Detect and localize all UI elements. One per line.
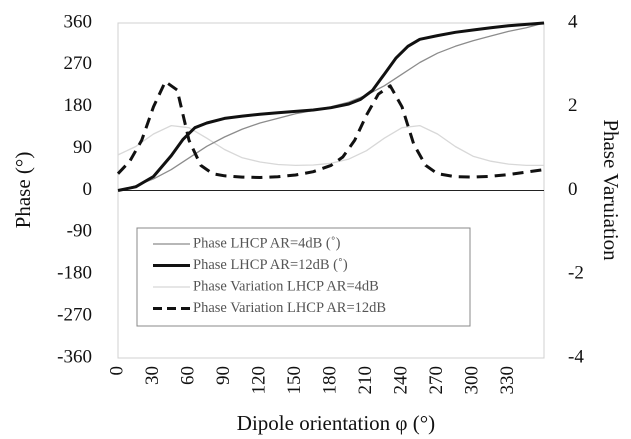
series-line-2	[117, 124, 544, 167]
y2-tick-labels: 4 2 0 -2 -4	[568, 11, 584, 367]
y-tick-label-8: -360	[57, 346, 92, 367]
x-tick-label-8: 240	[390, 366, 411, 395]
x-tick-label-3: 90	[213, 366, 234, 385]
y-tick-label-0: 360	[64, 11, 93, 32]
y2-tick-label-2: 0	[568, 179, 578, 200]
series-line-3	[116, 80, 545, 179]
y-tick-label-2: 180	[64, 95, 93, 116]
x-tick-label-9: 270	[426, 366, 447, 395]
x-tick-label-11: 330	[497, 366, 518, 395]
x-tick-label-10: 300	[461, 366, 482, 395]
legend-label-1: Phase LHCP AR=12dB (˚)	[193, 257, 348, 273]
y2-tick-label-3: -2	[568, 263, 584, 284]
legend-label-3: Phase Variation LHCP AR=12dB	[193, 300, 386, 316]
x-tick-label-7: 210	[355, 366, 376, 395]
y-tick-label-1: 270	[64, 53, 93, 74]
legend-box	[136, 227, 471, 327]
x-tick-label-2: 60	[177, 366, 198, 385]
x-tick-label-6: 180	[319, 366, 340, 395]
y-axis-title: Phase (°)	[11, 152, 35, 229]
y-tick-label-6: -180	[57, 263, 92, 284]
y-tick-labels: 360 270 180 90 0 -90 -180 -270 -360	[57, 11, 92, 367]
y2-tick-label-0: 4	[568, 11, 578, 32]
y-tick-label-3: 90	[73, 137, 92, 158]
y2-axis-title: Phase Varuiation	[599, 119, 623, 261]
y2-tick-label-4: -4	[568, 346, 584, 367]
y-tick-label-5: -90	[67, 221, 92, 242]
x-tick-label-5: 150	[284, 366, 305, 395]
y-tick-label-7: -270	[57, 304, 92, 325]
x-axis-title: Dipole orientation φ (°)	[237, 411, 435, 435]
y-tick-label-4: 0	[83, 179, 93, 200]
legend-items: Phase LHCP AR=4dB (˚) Phase LHCP AR=12dB …	[153, 235, 386, 316]
x-tick-labels: 0 30 60 90 120 150 180 210 240 270 300 330	[106, 366, 518, 395]
x-tick-label-1: 30	[142, 366, 163, 385]
legend-label-2: Phase Variation LHCP AR=4dB	[193, 278, 379, 294]
x-tick-label-0: 0	[106, 366, 127, 376]
series-layer	[116, 21, 545, 192]
series-line-1	[117, 21, 545, 192]
legend-label-0: Phase LHCP AR=4dB (˚)	[193, 235, 341, 251]
legend: Phase LHCP AR=4dB (˚) Phase LHCP AR=12dB …	[136, 227, 471, 327]
x-tick-label-4: 120	[248, 366, 269, 395]
y2-tick-label-1: 2	[568, 95, 578, 116]
